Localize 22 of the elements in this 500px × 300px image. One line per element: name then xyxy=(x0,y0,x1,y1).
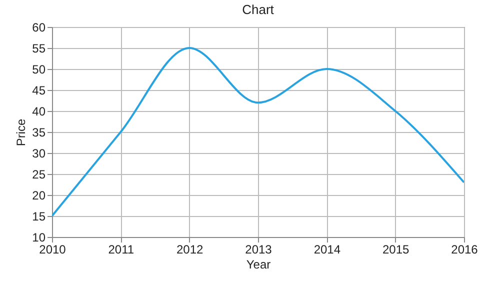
x-tick-label: 2014 xyxy=(314,242,341,256)
line-series xyxy=(52,47,464,217)
y-tick-label: 20 xyxy=(32,188,46,202)
y-axis-title: Price xyxy=(14,118,28,146)
x-tick-label: 2011 xyxy=(108,242,134,256)
y-tick-label: 30 xyxy=(32,146,46,160)
y-tick-label: 10 xyxy=(32,230,46,244)
y-tick-label: 45 xyxy=(32,84,46,98)
x-tick-label: 2010 xyxy=(39,242,66,256)
x-axis-title: Year xyxy=(246,258,271,272)
y-tick-label: 40 xyxy=(32,104,46,118)
y-tick-label: 55 xyxy=(32,42,46,56)
y-tick-label: 25 xyxy=(32,168,46,182)
y-tick-label: 50 xyxy=(32,62,46,76)
x-tick-label: 2015 xyxy=(382,242,410,256)
y-tick-label: 35 xyxy=(32,126,46,140)
y-tick-label: 15 xyxy=(32,210,46,224)
x-tick-label: 2012 xyxy=(176,242,204,256)
y-tick-label: 60 xyxy=(32,20,46,34)
chart-title: Chart xyxy=(242,2,274,17)
x-tick-label: 2013 xyxy=(245,242,272,256)
x-tick-label: 2016 xyxy=(451,242,478,256)
